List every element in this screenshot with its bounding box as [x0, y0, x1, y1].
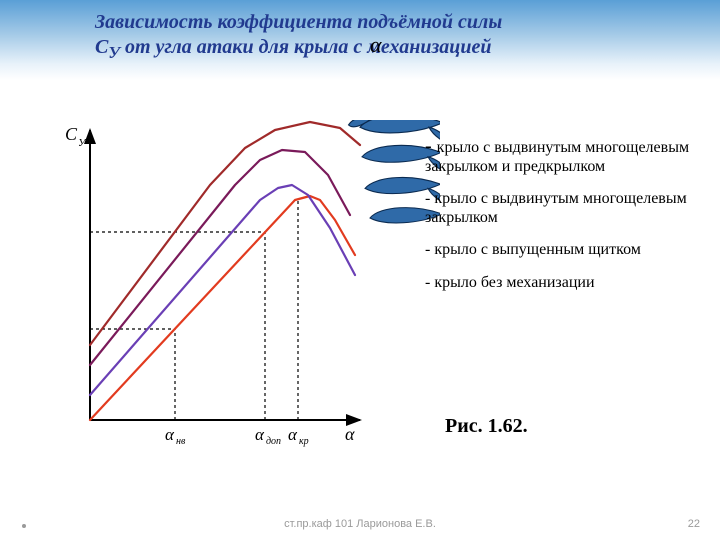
svg-text:У: У [78, 137, 87, 149]
svg-text:C: C [65, 124, 78, 144]
legend-text: крыло с выпущенным щитком [434, 241, 641, 258]
svg-text:α: α [288, 425, 298, 444]
legend: - крыло с выдвинутым многощелевым закрыл… [425, 135, 710, 306]
svg-text:нв: нв [176, 436, 186, 447]
legend-item: - крыло без механизации [425, 274, 710, 292]
svg-text:α: α [165, 425, 175, 444]
svg-text:кр: кр [299, 436, 309, 447]
legend-dash: - [425, 274, 434, 291]
legend-text: крыло без механизации [434, 274, 594, 291]
legend-item: - крыло с выдвинутым многощелевым закрыл… [425, 190, 710, 227]
legend-item: - крыло с выпущенным щитком [425, 241, 710, 259]
legend-dash: - [425, 135, 437, 157]
figure-label: Рис. 1.62. [445, 415, 528, 438]
legend-item: - крыло с выдвинутым многощелевым закрыл… [425, 135, 710, 176]
chart-svg: CУααнвαдопαкр [60, 120, 440, 460]
lift-coefficient-chart: CУααнвαдопαкр [60, 120, 380, 450]
svg-text:α: α [255, 425, 265, 444]
footer-author: ст.пр.каф 101 Ларионова Е.В. [0, 518, 720, 530]
legend-dash: - [425, 241, 434, 258]
page-title: Зависимость коэффициента подъёмной силы … [95, 10, 525, 64]
legend-dash: - [425, 190, 434, 207]
svg-text:α: α [345, 424, 355, 444]
alpha-in-title: α [370, 32, 382, 58]
page-number: 22 [688, 518, 700, 530]
svg-text:доп: доп [266, 436, 281, 447]
legend-text: крыло с выдвинутым многощелевым закрылко… [425, 190, 687, 225]
legend-text: крыло с выдвинутым многощелевым закрылко… [425, 139, 689, 175]
